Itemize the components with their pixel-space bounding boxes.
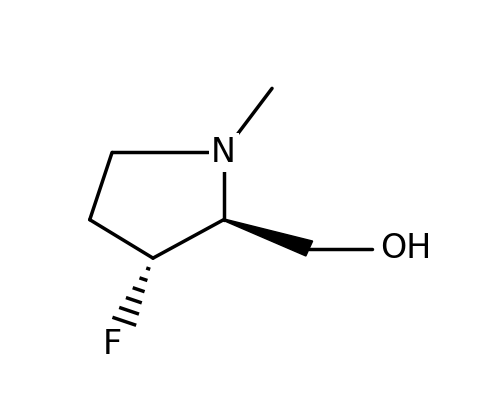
Text: N: N — [211, 136, 236, 169]
Text: OH: OH — [380, 232, 431, 265]
Polygon shape — [223, 219, 312, 256]
Text: F: F — [102, 328, 122, 361]
